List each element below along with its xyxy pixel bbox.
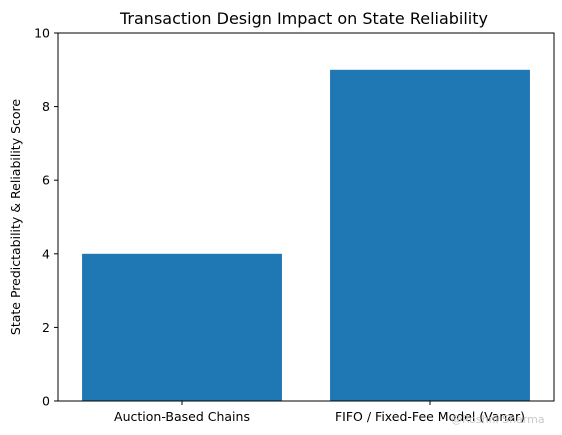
x-tick-label-0: Auction-Based Chains [114,409,250,424]
x-axis-ticks: Auction-Based Chains FIFO / Fixed-Fee Mod… [114,401,525,424]
y-axis-label: State Predictability & Reliability Score [8,99,23,335]
y-tick-label-1: 2 [42,320,50,335]
axes-frame [57,32,555,402]
bars [82,69,530,402]
y-tick-label-0: 0 [42,394,50,409]
y-axis-ticks: 0 2 4 6 8 10 [34,26,58,409]
chart-title: Transaction Design Impact on State Relia… [119,9,488,28]
y-tick-label-5: 10 [34,26,50,41]
y-tick-label-4: 8 [42,99,50,114]
y-tick-label-2: 4 [42,246,50,261]
bar-1 [330,69,530,402]
y-tick-label-3: 6 [42,173,50,188]
x-tick-label-1: FIFO / Fixed-Fee Model (Vanar) [335,409,525,424]
watermark: @Roshni Sharma [451,413,545,426]
plot-area: 0 2 4 6 8 10 Auction-Based Chains FIFO / Fixed… [34,26,555,424]
bar-0 [82,253,282,401]
